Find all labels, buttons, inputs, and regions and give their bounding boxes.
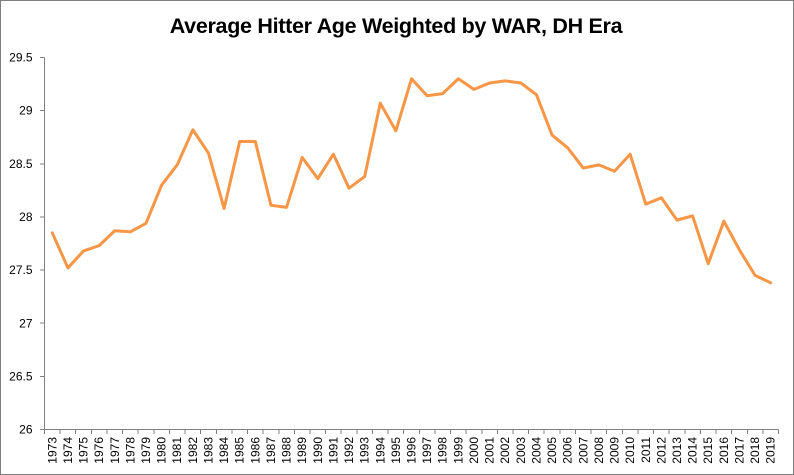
svg-text:27: 27 — [19, 316, 33, 330]
svg-text:2013: 2013 — [670, 437, 684, 464]
svg-text:26: 26 — [19, 423, 33, 437]
svg-text:2011: 2011 — [639, 437, 653, 463]
svg-text:1978: 1978 — [123, 437, 137, 464]
svg-text:1993: 1993 — [358, 437, 372, 464]
svg-text:2018: 2018 — [748, 437, 762, 464]
svg-text:2004: 2004 — [529, 437, 543, 464]
svg-text:2017: 2017 — [732, 437, 746, 464]
svg-text:2016: 2016 — [717, 437, 731, 464]
svg-text:26.5: 26.5 — [9, 369, 33, 383]
svg-text:2015: 2015 — [701, 437, 715, 464]
svg-text:1976: 1976 — [92, 437, 106, 464]
svg-text:29.5: 29.5 — [9, 51, 33, 65]
svg-text:27.5: 27.5 — [9, 263, 33, 277]
svg-text:1990: 1990 — [311, 437, 325, 464]
svg-text:1985: 1985 — [233, 437, 247, 464]
svg-text:2007: 2007 — [576, 437, 590, 464]
svg-text:1980: 1980 — [155, 437, 169, 464]
svg-text:2005: 2005 — [545, 437, 559, 464]
svg-text:1996: 1996 — [405, 437, 419, 464]
svg-text:1992: 1992 — [342, 437, 356, 464]
svg-text:1977: 1977 — [108, 437, 122, 464]
svg-text:1979: 1979 — [139, 437, 153, 464]
svg-text:Average Hitter Age Weighted by: Average Hitter Age Weighted by WAR, DH E… — [170, 14, 624, 38]
svg-text:1983: 1983 — [201, 437, 215, 464]
svg-text:2014: 2014 — [686, 437, 700, 464]
svg-text:1994: 1994 — [373, 437, 387, 464]
svg-text:28: 28 — [19, 210, 33, 224]
svg-text:1997: 1997 — [420, 437, 434, 464]
svg-text:1998: 1998 — [436, 437, 450, 464]
svg-text:2002: 2002 — [498, 437, 512, 464]
svg-text:1974: 1974 — [61, 437, 75, 464]
svg-text:1999: 1999 — [451, 437, 465, 464]
svg-text:2003: 2003 — [514, 437, 528, 464]
svg-text:1984: 1984 — [217, 437, 231, 464]
svg-text:1973: 1973 — [45, 437, 59, 464]
svg-text:2012: 2012 — [654, 437, 668, 464]
svg-text:1989: 1989 — [295, 437, 309, 464]
svg-text:1975: 1975 — [77, 437, 91, 464]
svg-text:1988: 1988 — [280, 437, 294, 464]
svg-text:1995: 1995 — [389, 437, 403, 464]
svg-text:2000: 2000 — [467, 437, 481, 464]
svg-text:1982: 1982 — [186, 437, 200, 464]
svg-text:2006: 2006 — [561, 437, 575, 464]
svg-text:2008: 2008 — [592, 437, 606, 464]
svg-text:1987: 1987 — [264, 437, 278, 464]
svg-text:1991: 1991 — [326, 437, 340, 464]
svg-text:29: 29 — [19, 104, 33, 118]
svg-text:1986: 1986 — [248, 437, 262, 464]
svg-text:2009: 2009 — [608, 437, 622, 464]
svg-text:1981: 1981 — [170, 437, 184, 464]
svg-text:2010: 2010 — [623, 437, 637, 464]
svg-text:2019: 2019 — [764, 437, 778, 464]
svg-text:2001: 2001 — [483, 437, 497, 464]
svg-text:28.5: 28.5 — [9, 157, 33, 171]
